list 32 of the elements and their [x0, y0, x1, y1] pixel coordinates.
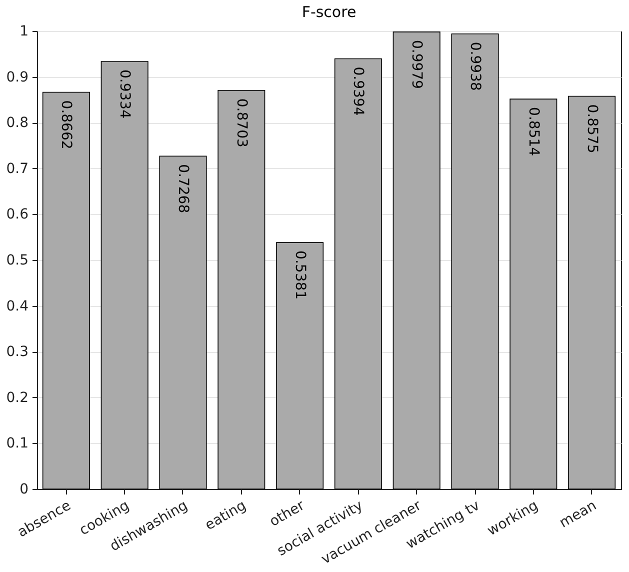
- y-tick-label: 1: [20, 24, 28, 40]
- bar: [159, 156, 207, 490]
- y-tick-label: 0.1: [6, 436, 28, 452]
- data-label: 0.8575: [584, 104, 600, 154]
- bar: [451, 33, 499, 490]
- bar: [100, 61, 148, 490]
- data-label: 0.8703: [233, 98, 250, 148]
- data-label: 0.9938: [467, 42, 483, 91]
- data-label: 0.9334: [116, 70, 133, 119]
- bar: [510, 98, 558, 490]
- y-tick-label: 0.2: [6, 390, 28, 406]
- bar: [392, 32, 440, 490]
- bar: [42, 92, 90, 490]
- data-label: 0.8514: [525, 107, 542, 156]
- y-tick-label: 0.6: [6, 206, 29, 223]
- y-tick-label: 0.5: [6, 252, 28, 268]
- chart-title: F-score: [302, 3, 356, 21]
- y-tick-label: 0.7: [6, 160, 28, 177]
- y-tick-label: 0.3: [6, 344, 28, 360]
- bar: [334, 58, 382, 490]
- bar: [568, 96, 616, 490]
- y-tick-label: 0: [20, 482, 28, 498]
- data-label: 0.9979: [408, 40, 425, 89]
- y-tick-label: 0.8: [6, 115, 28, 132]
- data-label: 0.8662: [58, 100, 74, 150]
- data-label: 0.7268: [175, 164, 191, 214]
- y-tick-label: 0.4: [6, 298, 29, 314]
- bar: [276, 242, 324, 490]
- data-label: 0.5381: [292, 250, 308, 300]
- y-tick-label: 0.9: [6, 69, 28, 86]
- bar: [218, 90, 266, 490]
- data-label: 0.9394: [350, 66, 366, 116]
